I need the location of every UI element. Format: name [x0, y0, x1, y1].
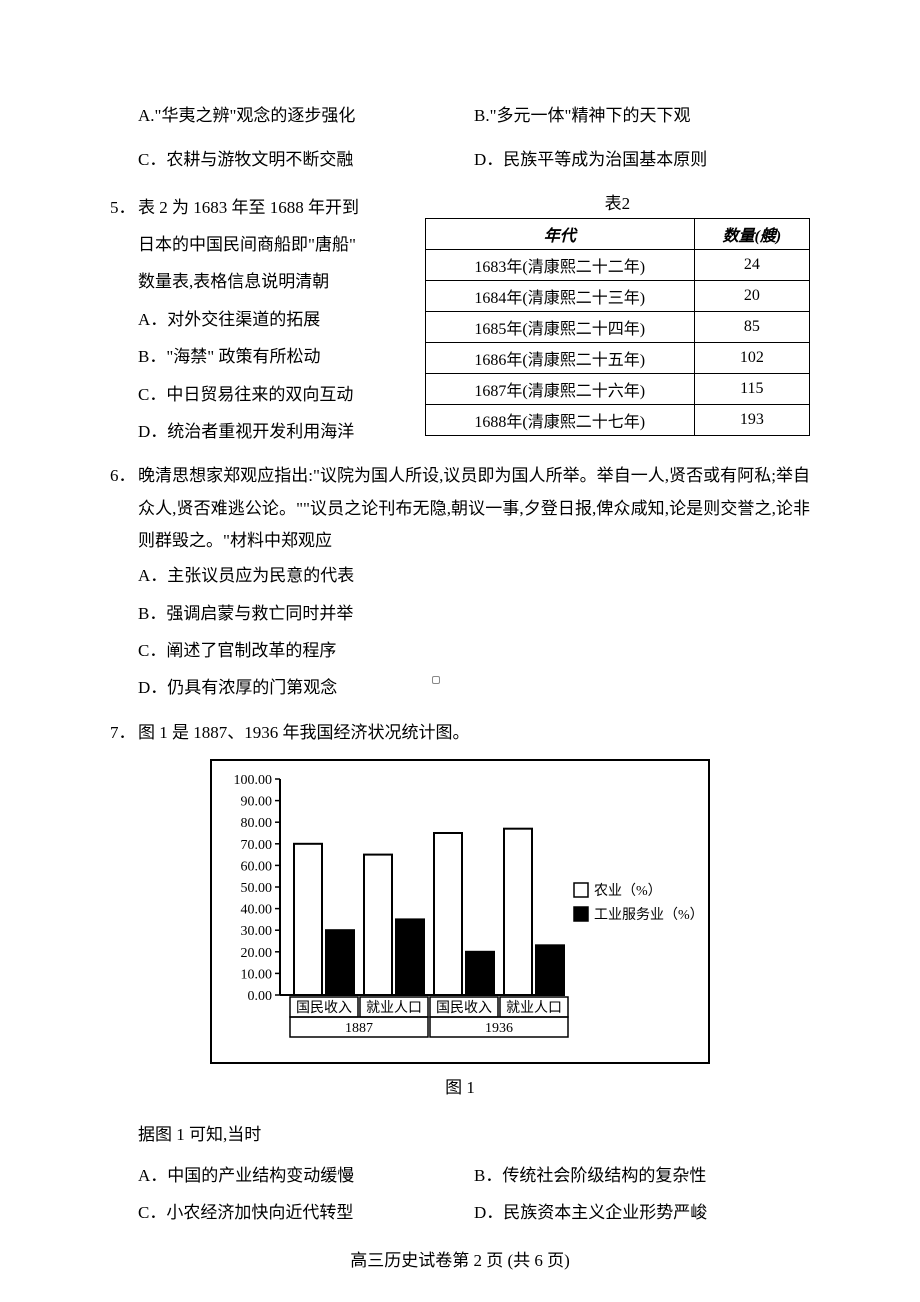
th-year: 年代 — [425, 218, 694, 249]
table-row: 1686年(清康熙二十五年)102 — [425, 342, 809, 373]
table-cell: 102 — [694, 342, 809, 373]
svg-text:就业人口: 就业人口 — [366, 1000, 422, 1016]
table-cell: 1687年(清康熙二十六年) — [425, 373, 694, 404]
q5-option-a[interactable]: A．对外交往渠道的拓展 — [110, 301, 413, 338]
question-7: 7． 图 1 是 1887、1936 年我国经济状况统计图。 0.00 10.00… — [110, 717, 810, 1232]
q7-text: 图 1 是 1887、1936 年我国经济状况统计图。 — [138, 717, 810, 749]
svg-text:10.00: 10.00 — [241, 967, 273, 982]
option-d[interactable]: D．民族平等成为治国基本原则 — [474, 144, 810, 176]
th-count: 数量(艘) — [694, 218, 809, 249]
table-row: 1687年(清康熙二十六年)115 — [425, 373, 809, 404]
svg-text:0.00: 0.00 — [248, 989, 273, 1004]
table-cell: 24 — [694, 249, 809, 280]
svg-text:1887: 1887 — [345, 1021, 373, 1036]
table-row: 1683年(清康熙二十二年)24 — [425, 249, 809, 280]
q5-option-d[interactable]: D．统治者重视开发利用海洋 — [110, 413, 413, 450]
svg-text:农业（%）: 农业（%） — [594, 883, 662, 899]
option-a[interactable]: A."华夷之辨"观念的逐步强化 — [138, 100, 474, 132]
q6-number: 6． — [110, 460, 138, 492]
scan-artifact-dot — [432, 676, 440, 684]
svg-text:70.00: 70.00 — [241, 838, 273, 853]
table-cell: 1688年(清康熙二十七年) — [425, 404, 694, 435]
q5-option-b[interactable]: B．"海禁" 政策有所松动 — [110, 338, 413, 375]
svg-text:国民收入: 国民收入 — [296, 1000, 352, 1016]
q4-options-row: A."华夷之辨"观念的逐步强化 B."多元一体"精神下的天下观 C．农耕与游牧文… — [110, 100, 810, 177]
q6-option-c[interactable]: C．阐述了官制改革的程序 — [138, 632, 810, 669]
table-cell: 193 — [694, 404, 809, 435]
table-cell: 85 — [694, 311, 809, 342]
q6-text: 晚清思想家郑观应指出:"议院为国人所设,议员即为国人所举。举自一人,贤否或有阿私… — [138, 460, 810, 557]
svg-text:20.00: 20.00 — [241, 946, 273, 961]
svg-text:工业服务业（%）: 工业服务业（%） — [594, 907, 700, 923]
svg-text:100.00: 100.00 — [234, 773, 273, 788]
svg-text:就业人口: 就业人口 — [506, 1000, 562, 1016]
svg-text:80.00: 80.00 — [241, 816, 273, 831]
table-row: 1684年(清康熙二十三年)20 — [425, 280, 809, 311]
table2-title: 表2 — [425, 189, 810, 214]
page-footer: 高三历史试卷第 2 页 (共 6 页) — [110, 1246, 810, 1271]
table-cell: 1686年(清康熙二十五年) — [425, 342, 694, 373]
question-6: 6． 晚清思想家郑观应指出:"议院为国人所设,议员即为国人所举。举自一人,贤否或… — [110, 460, 810, 706]
q7-option-a[interactable]: A．中国的产业结构变动缓慢 — [138, 1157, 474, 1194]
table-cell: 1685年(清康熙二十四年) — [425, 311, 694, 342]
svg-text:60.00: 60.00 — [241, 859, 273, 874]
q6-option-d[interactable]: D．仍具有浓厚的门第观念 — [138, 669, 810, 706]
table-cell: 20 — [694, 280, 809, 311]
table-cell: 1684年(清康熙二十三年) — [425, 280, 694, 311]
table-cell: 1683年(清康熙二十二年) — [425, 249, 694, 280]
q5-option-c[interactable]: C．中日贸易往来的双向互动 — [110, 376, 413, 413]
table-header-row: 年代 数量(艘) — [425, 218, 809, 249]
option-c[interactable]: C．农耕与游牧文明不断交融 — [138, 144, 474, 176]
q5-lead2: 日本的中国民间商船即"唐船" — [110, 226, 413, 263]
q7-option-d[interactable]: D．民族资本主义企业形势严峻 — [474, 1194, 810, 1231]
q7-option-c[interactable]: C．小农经济加快向近代转型 — [138, 1194, 474, 1231]
svg-text:50.00: 50.00 — [241, 881, 273, 896]
q7-after-text: 据图 1 可知,当时 — [110, 1119, 810, 1151]
q7-number: 7． — [110, 717, 138, 749]
figure-1-caption: 图 1 — [110, 1072, 810, 1104]
figure-1-chart: 0.00 10.00 20.00 30.00 40.00 50.00 60.00 70.00 8… — [210, 759, 710, 1064]
q6-option-b[interactable]: B．强调启蒙与救亡同时并举 — [138, 595, 810, 632]
svg-text:国民收入: 国民收入 — [436, 1000, 492, 1016]
table-cell: 115 — [694, 373, 809, 404]
table-row: 1688年(清康熙二十七年)193 — [425, 404, 809, 435]
q5-lead3: 数量表,表格信息说明清朝 — [110, 263, 413, 300]
q6-option-a[interactable]: A．主张议员应为民意的代表 — [138, 557, 810, 594]
option-b[interactable]: B."多元一体"精神下的天下观 — [474, 100, 810, 132]
bar-chart-svg: 0.00 10.00 20.00 30.00 40.00 50.00 60.00 70.00 8… — [224, 773, 700, 1043]
q5-lead1: 表 2 为 1683 年至 1688 年开到 — [138, 189, 413, 226]
svg-text:30.00: 30.00 — [241, 924, 273, 939]
svg-text:90.00: 90.00 — [241, 795, 273, 810]
q7-option-b[interactable]: B．传统社会阶级结构的复杂性 — [474, 1157, 810, 1194]
question-5: 5． 表 2 为 1683 年至 1688 年开到 日本的中国民间商船即"唐船"… — [110, 189, 810, 451]
svg-text:40.00: 40.00 — [241, 903, 273, 918]
q5-number: 5． — [110, 189, 138, 226]
svg-text:1936: 1936 — [485, 1021, 513, 1036]
table-row: 1685年(清康熙二十四年)85 — [425, 311, 809, 342]
table2: 年代 数量(艘) 1683年(清康熙二十二年)241684年(清康熙二十三年)2… — [425, 218, 810, 436]
